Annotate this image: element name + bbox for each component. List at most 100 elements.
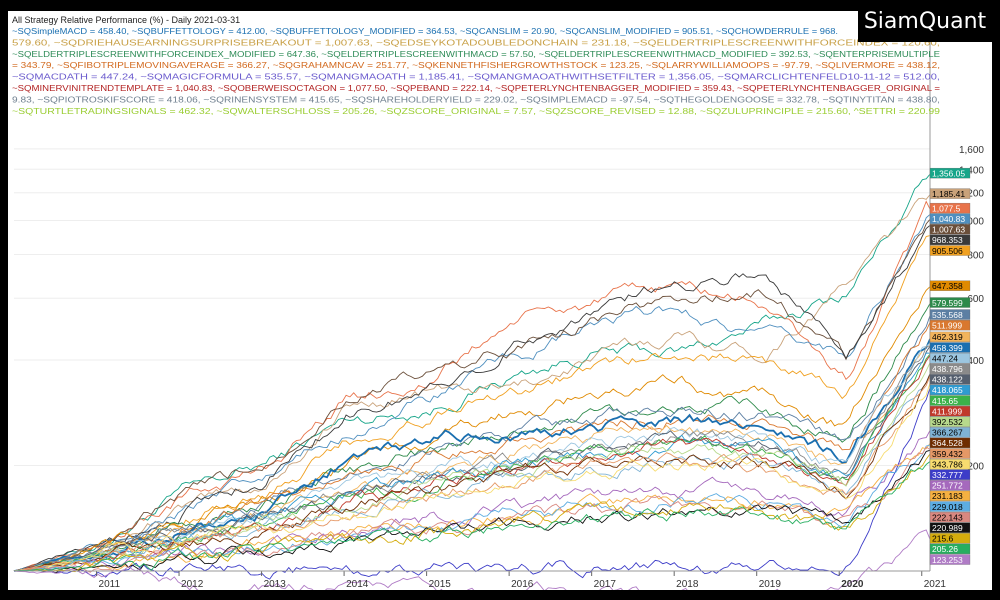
value-label: 123.253 <box>929 554 971 565</box>
value-label-text: 366.267 <box>932 428 963 438</box>
value-label-text: 535.568 <box>932 310 963 320</box>
x-tick-label: 2019 <box>759 579 782 590</box>
value-label: 1,077.5 <box>929 202 971 214</box>
x-tick-label: 2015 <box>429 579 452 590</box>
value-label-box <box>929 522 971 533</box>
y-tick-label: 1,600 <box>959 145 984 156</box>
value-label-box <box>929 469 971 480</box>
series-line <box>13 382 931 572</box>
value-label-text: 229.018 <box>932 502 963 512</box>
value-label-box <box>929 427 971 438</box>
value-label: 251.772 <box>929 480 971 491</box>
value-label-box <box>929 234 971 246</box>
value-label-box <box>929 319 971 331</box>
series-line <box>13 461 931 572</box>
series-line <box>13 362 931 572</box>
value-label-text: 511.999 <box>932 320 962 330</box>
value-label: 364.528 <box>929 437 971 448</box>
value-label-text: 411.999 <box>932 406 962 416</box>
value-label: 392.532 <box>929 416 971 427</box>
legend-entry: ~SQTURTLETRADINGSIGNALS = 462.32, ~SQWAL… <box>12 106 940 116</box>
value-label-text: 647.358 <box>932 281 963 291</box>
value-label-text: 415.65 <box>932 396 958 406</box>
value-label-text: 1,040.83 <box>932 214 965 224</box>
series-line <box>13 286 931 572</box>
value-label-text: 359.432 <box>932 449 963 459</box>
legend-entry: ~SQSimpleMACD = 458.40, ~SQBUFFETTOLOGY … <box>12 26 838 36</box>
value-label: 579.599 <box>929 297 971 308</box>
series-line <box>13 173 931 572</box>
performance-chart: 200 400 600 800 1,000 1,200 1,400 1,600 2011 201… <box>8 11 992 600</box>
value-label-text: 220.989 <box>932 523 963 533</box>
value-label-box <box>929 374 971 385</box>
y-tick-label: 1,400 <box>959 165 984 176</box>
y-tick-label: 600 <box>967 294 984 305</box>
value-label-text: 231.183 <box>932 491 963 501</box>
x-tick-label: 2021 <box>924 579 947 590</box>
series-line <box>13 225 931 572</box>
value-label-box <box>929 416 971 427</box>
value-label-text: 1,356.05 <box>932 168 965 178</box>
value-label: 647.358 <box>929 280 971 291</box>
value-label: 411.999 <box>929 405 971 416</box>
value-label-text: 215.6 <box>932 534 954 544</box>
value-label-box <box>929 342 971 353</box>
value-label-box <box>929 554 971 565</box>
value-label: 222.143 <box>929 511 971 522</box>
value-label: 332.777 <box>929 469 971 480</box>
value-label-box <box>929 188 971 199</box>
value-label: 905.506 <box>929 245 971 256</box>
legend-entry: = 343.79, ~SQFIBOTRIPLEMOVINGAVERAGE = 3… <box>12 60 940 70</box>
value-label-box <box>929 297 971 308</box>
legend-entry: 9.83, ~SQPIOTROSKIFSCORE = 418.06, ~SQRI… <box>12 94 940 104</box>
value-label-text: 205.26 <box>932 544 958 554</box>
x-tick-label: 2014 <box>346 579 369 590</box>
value-label-box <box>929 490 971 502</box>
value-label: 1,007.63 <box>929 224 971 235</box>
value-label: 535.568 <box>929 309 971 320</box>
chart-title: All Strategy Relative Performance (%) - … <box>12 15 240 25</box>
value-label: 231.183 <box>929 490 971 502</box>
legend-entry: 579.60, ~SQDRIEHAUSEARNINGSURPRISEBREAKO… <box>12 37 940 47</box>
x-tick-label: 2018 <box>676 579 699 590</box>
series-line <box>13 444 931 572</box>
value-label-box <box>929 202 971 214</box>
value-label-box <box>929 280 971 291</box>
value-label: 1,040.83 <box>929 213 971 224</box>
value-label: 418.065 <box>929 384 971 395</box>
value-label-text: 392.532 <box>932 417 963 427</box>
value-label-box <box>929 245 971 256</box>
value-label-text: 1,185.41 <box>932 189 965 199</box>
value-label-box <box>929 533 971 544</box>
x-tick-label: 2017 <box>594 579 617 590</box>
series-line <box>13 303 931 572</box>
brand-logo: SiamQuant <box>858 2 992 42</box>
value-label-box <box>929 458 971 470</box>
value-label: 359.432 <box>929 448 971 459</box>
value-label-box <box>929 213 971 224</box>
value-label-box <box>929 224 971 235</box>
y-tick-label: 200 <box>967 461 984 472</box>
series-line <box>13 373 931 572</box>
x-tick-label: 2011 <box>99 579 121 590</box>
series-line <box>13 219 931 572</box>
value-label-box <box>929 501 971 512</box>
value-label-box <box>929 480 971 491</box>
value-label-text: 1,007.63 <box>932 225 965 235</box>
series-line <box>13 449 931 574</box>
series-line <box>13 235 931 572</box>
chart-panel: 200 400 600 800 1,000 1,200 1,400 1,600 2011 201… <box>8 11 992 600</box>
value-label-text: 418.065 <box>932 385 963 395</box>
value-label: 447.24 <box>929 352 971 363</box>
series-line <box>13 200 931 572</box>
value-label-box <box>929 395 971 406</box>
value-label: 343.786 <box>929 458 971 470</box>
y-tick-label: 400 <box>967 356 984 367</box>
value-label: 415.65 <box>929 395 971 406</box>
value-label-text: 123.253 <box>932 555 963 565</box>
value-label-text: 447.24 <box>932 353 958 363</box>
value-label: 1,185.41 <box>929 188 971 199</box>
legend-entry: ~SQMACDATH = 447.24, ~SQMAGICFORMULA = 5… <box>12 72 940 82</box>
series-line <box>13 353 931 572</box>
value-label-text: 438.796 <box>932 364 963 374</box>
